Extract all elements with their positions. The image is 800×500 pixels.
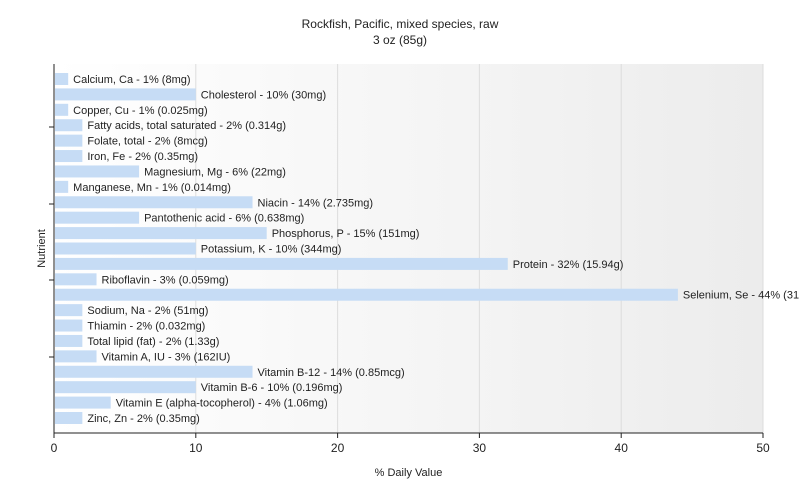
- x-axis-title: % Daily Value: [375, 467, 443, 479]
- bar-label: Folate, total - 2% (8mcg): [87, 136, 207, 148]
- bar-label: Zinc, Zn - 2% (0.35mg): [87, 413, 199, 425]
- bar-label: Fatty acids, total saturated - 2% (0.314…: [87, 120, 286, 132]
- bar-label: Manganese, Mn - 1% (0.014mg): [73, 182, 231, 194]
- bar: [55, 365, 253, 378]
- x-tick-label: 20: [331, 441, 345, 455]
- bar-label: Phosphorus, P - 15% (151mg): [272, 228, 420, 240]
- bar: [55, 165, 140, 178]
- bar: [55, 134, 83, 147]
- bar-label: Protein - 32% (15.94g): [513, 259, 624, 271]
- bar-label: Iron, Fe - 2% (0.35mg): [87, 151, 198, 163]
- axes: 0 10 20 30 40 50: [49, 64, 770, 455]
- bar: [55, 119, 83, 132]
- x-tick-label: 30: [473, 441, 487, 455]
- chart-subtitle: 3 oz (85g): [372, 33, 428, 47]
- bar-label: Vitamin B-6 - 10% (0.196mg): [201, 382, 343, 394]
- bar-label: Sodium, Na - 2% (51mg): [87, 305, 208, 317]
- bar: [55, 73, 69, 85]
- bar-label: Riboflavin - 3% (0.059mg): [102, 274, 229, 286]
- bar-label: Vitamin A, IU - 3% (162IU): [102, 351, 231, 363]
- bar-label: Calcium, Ca - 1% (8mg): [73, 74, 190, 86]
- bar-label: Selenium, Se - 44% (31.0mcg): [683, 290, 800, 302]
- chart-title-block: Rockfish, Pacific, mixed species, raw 3 …: [0, 16, 800, 48]
- bar-label: Cholesterol - 10% (30mg): [201, 89, 326, 101]
- bar: [55, 196, 253, 209]
- bar: [55, 180, 69, 193]
- x-tick-label: 10: [189, 441, 203, 455]
- bar: [55, 350, 97, 363]
- x-tick-label: 50: [756, 441, 770, 455]
- chart-title: Rockfish, Pacific, mixed species, raw: [301, 17, 499, 31]
- bar-label: Copper, Cu - 1% (0.025mg): [73, 105, 208, 117]
- bar: [55, 257, 508, 270]
- bar-label: Vitamin E (alpha-tocopherol) - 4% (1.06m…: [116, 398, 328, 410]
- bar: [55, 242, 196, 255]
- bar-label: Thiamin - 2% (0.032mg): [87, 321, 205, 333]
- bar: [55, 304, 83, 317]
- bar-label: Magnesium, Mg - 6% (22mg): [144, 166, 286, 178]
- bar-label: Pantothenic acid - 6% (0.638mg): [144, 213, 304, 225]
- bar: [55, 396, 111, 409]
- x-tick-label: 0: [51, 441, 58, 455]
- bar: [55, 273, 97, 286]
- bar-label: Total lipid (fat) - 2% (1.33g): [87, 336, 219, 348]
- bar: [55, 150, 83, 163]
- bar: [55, 412, 83, 424]
- bar-label: Vitamin B-12 - 14% (0.85mcg): [258, 367, 405, 379]
- bar: [55, 227, 267, 240]
- bar: [55, 319, 83, 332]
- bar-label: Potassium, K - 10% (344mg): [201, 244, 342, 256]
- y-axis-title: Nutrient: [36, 229, 48, 268]
- bar: [55, 288, 678, 301]
- bar: [55, 103, 69, 116]
- bar: [55, 88, 196, 101]
- x-tick-label: 40: [615, 441, 629, 455]
- bar: [55, 334, 83, 347]
- bar-label: Niacin - 14% (2.735mg): [258, 197, 374, 209]
- bar: [55, 211, 140, 224]
- bars: Calcium, Ca - 1% (8mg) Cholesterol - 10% …: [55, 73, 800, 425]
- bar: [55, 381, 196, 394]
